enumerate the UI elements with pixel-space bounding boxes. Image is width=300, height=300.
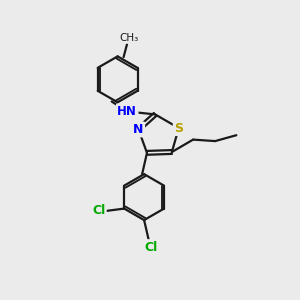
Text: H: H xyxy=(123,106,131,116)
Text: N: N xyxy=(133,123,144,136)
Text: S: S xyxy=(174,122,183,134)
Text: Cl: Cl xyxy=(145,241,158,254)
Text: CH₃: CH₃ xyxy=(119,33,138,43)
Text: Cl: Cl xyxy=(92,205,105,218)
Text: HN: HN xyxy=(117,105,137,118)
